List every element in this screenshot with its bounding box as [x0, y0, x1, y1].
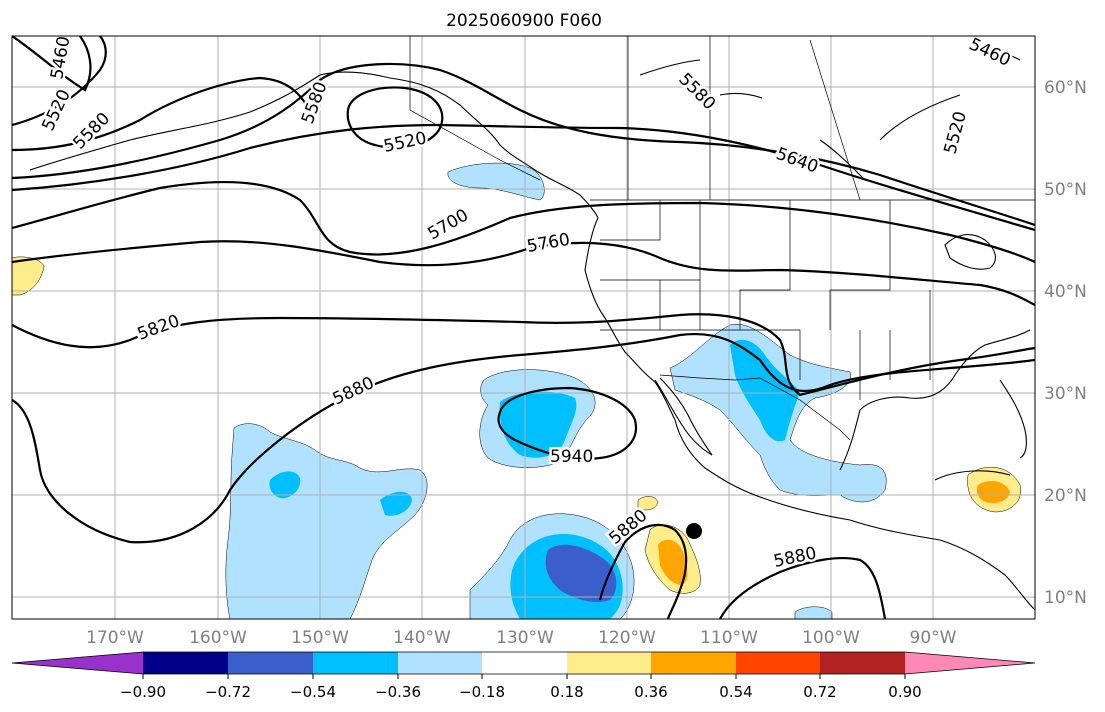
contour-5640 — [12, 123, 1035, 232]
colorbar-swatch — [143, 652, 228, 674]
shade-orange-baja-south — [658, 539, 688, 585]
contour-label-5580-b: 5580 — [298, 79, 332, 126]
coast-alaska — [29, 71, 599, 219]
map-title: 2025060900 F060 — [446, 11, 602, 31]
shade-medium-blue-mexico — [730, 339, 800, 442]
lon-label-130w: 130°W — [496, 628, 554, 648]
lat-label-40: 40°N — [1044, 282, 1087, 302]
contour-5820 — [12, 313, 1035, 397]
shade-medium-blue-hawaii2 — [380, 491, 412, 516]
shade-yellow-west-edge — [12, 256, 45, 296]
coast-na-west — [584, 217, 1035, 611]
coast-florida — [999, 379, 1027, 459]
longitude-labels: 170°W 160°W 150°W 140°W 130°W 120°W 110°… — [86, 628, 957, 648]
contour-5460-nw — [12, 36, 92, 92]
contour-label-5700: 5700 — [425, 205, 472, 244]
border-us-mexico — [659, 374, 851, 441]
lat-label-10: 10°N — [1044, 588, 1087, 608]
contour-5700 — [12, 181, 1035, 263]
shade-orange-caribbean — [976, 480, 1010, 504]
lon-label-100w: 100°W — [802, 628, 860, 648]
border-canada-provinces — [627, 36, 861, 201]
contour-label-5520-a: 5520 — [38, 86, 74, 134]
lon-label-160w: 160°W — [189, 628, 247, 648]
latitude-labels: 60°N 50°N 40°N 30°N 20°N 10°N — [1044, 78, 1087, 608]
shade-light-blue-far-south — [794, 606, 833, 619]
contour-5760 — [12, 240, 1035, 306]
contour-label-5640: 5640 — [773, 144, 820, 178]
shade-dark-blue-south — [545, 544, 617, 602]
colorbar-tick-label: 0.18 — [550, 683, 583, 701]
contour-5580-gulf — [12, 62, 1035, 227]
anomaly-shading — [12, 162, 1022, 619]
lon-label-110w: 110°W — [700, 628, 758, 648]
contour-5880-main — [12, 332, 1035, 544]
border-alaska — [409, 36, 541, 181]
coast-great-lakes — [944, 234, 996, 270]
lon-label-170w: 170°W — [86, 628, 144, 648]
colorbar-tick-label: 0.36 — [634, 683, 667, 701]
colorbar-swatch — [820, 652, 905, 674]
colorbar-swatch — [567, 652, 651, 674]
colorbar-tick-label: −0.36 — [375, 683, 421, 701]
colorbar-swatch — [313, 652, 398, 674]
contour-label-5580-c: 5580 — [674, 69, 719, 114]
shade-light-blue-gulf-alaska — [447, 162, 545, 201]
location-marker — [686, 523, 702, 539]
colorbar-tick-label: 0.90 — [888, 683, 921, 701]
contour-5940 — [497, 386, 638, 460]
coast-arctic — [639, 48, 1021, 181]
map-panel: 5460 5520 5580 5580 5520 5580 5640 5460 … — [12, 34, 1035, 619]
colorbar-tick-label: −0.18 — [459, 683, 505, 701]
lat-label-30: 30°N — [1044, 384, 1087, 404]
contour-5580-nw — [12, 76, 311, 152]
contour-label-5520-c: 5520 — [941, 109, 972, 156]
contour-5520-low — [346, 86, 444, 149]
shade-yellow-small — [637, 496, 659, 511]
coast-cuba — [934, 470, 1011, 481]
contour-label-5820: 5820 — [135, 311, 182, 345]
colorbar: −0.90 −0.72 −0.54 −0.36 −0.18 0.18 0.36 0.54 0.7… — [11, 651, 1036, 701]
contour-5520-nw — [12, 36, 107, 127]
coastlines — [29, 48, 1035, 611]
contour-label-5880-c: 5880 — [772, 543, 818, 572]
lat-label-20: 20°N — [1044, 486, 1087, 506]
colorbar-swatch — [736, 652, 820, 674]
colorbar-swatch — [482, 652, 567, 674]
colorbar-tick-label: −0.54 — [290, 683, 336, 701]
lon-label-150w: 150°W — [291, 628, 349, 648]
graticule — [12, 36, 1035, 619]
contour-label-5520-b: 5520 — [382, 128, 428, 157]
colorbar-swatch — [398, 652, 482, 674]
lon-label-140w: 140°W — [393, 628, 451, 648]
coast-gulf — [839, 329, 1031, 471]
colorbar-tick-label: −0.72 — [205, 683, 251, 701]
colorbar-tick-label: −0.90 — [120, 683, 166, 701]
contour-5880-se — [719, 557, 887, 619]
shade-medium-blue-hawaii — [269, 471, 301, 499]
height-contours — [12, 36, 1035, 619]
coast-baja — [654, 377, 713, 456]
contour-label-5460-b: 5460 — [966, 34, 1014, 70]
colorbar-swatch — [228, 652, 313, 674]
lon-label-90w: 90°W — [910, 628, 957, 648]
lon-label-120w: 120°W — [598, 628, 656, 648]
contour-label-5940: 5940 — [550, 447, 593, 467]
colorbar-tick-label: 0.72 — [803, 683, 836, 701]
map-frame — [11, 35, 1036, 620]
lat-label-50: 50°N — [1044, 180, 1087, 200]
colorbar-tick-label: 0.54 — [719, 683, 752, 701]
contour-5880-south — [598, 523, 688, 619]
lat-label-60: 60°N — [1044, 78, 1087, 98]
colorbar-extend-high — [905, 652, 1035, 674]
contour-label-5760: 5760 — [525, 230, 571, 257]
shade-light-blue-hawaii — [225, 423, 428, 619]
contour-label-5460-a: 5460 — [47, 35, 74, 81]
colorbar-extend-low — [12, 652, 143, 674]
contour-label-5880-a: 5880 — [330, 373, 378, 409]
colorbar-swatch — [651, 652, 736, 674]
